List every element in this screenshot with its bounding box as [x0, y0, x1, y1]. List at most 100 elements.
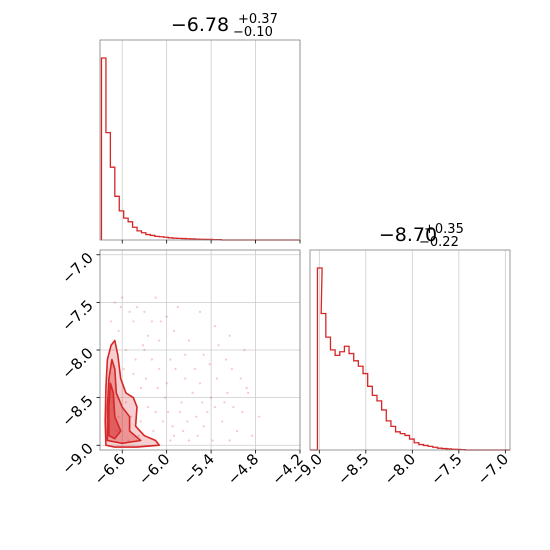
scatter-point [147, 334, 150, 337]
scatter-point [202, 425, 205, 428]
scatter-point [143, 310, 146, 314]
scatter-point [158, 339, 161, 342]
scatter-point [171, 425, 174, 428]
scatter-point [178, 410, 182, 414]
scatter-point [132, 372, 135, 375]
scatter-point [198, 382, 202, 385]
scatter-point [144, 377, 148, 380]
scatter-point [176, 306, 179, 309]
scatter-point [184, 353, 187, 356]
scatter-point [124, 348, 128, 352]
top-histogram-ticks [121, 240, 301, 244]
scatter-point [124, 401, 128, 404]
scatter-point [117, 415, 120, 418]
right-histogram-title: −8.70 [379, 224, 437, 246]
right-title-minus: −0.22 [419, 235, 459, 250]
scatter-point [150, 358, 153, 361]
scatter-point [196, 434, 199, 437]
scatter-point [152, 429, 155, 433]
scatter-point [139, 386, 142, 390]
scatter-point [156, 386, 159, 390]
right-title-main: −8.70 [379, 224, 437, 246]
scatter-point [198, 310, 202, 314]
scatter-point [224, 358, 228, 361]
scatter-point [201, 401, 204, 404]
top-histogram-panel: −6.78 +0.37 −0.10 [99, 12, 301, 244]
scatter-point [210, 396, 213, 399]
scatter-point [174, 367, 177, 371]
scatter-point [135, 306, 139, 309]
scatter-point [213, 406, 216, 409]
scatter-point [247, 391, 250, 394]
scatter-point [180, 401, 183, 404]
top-histogram-grid [121, 40, 301, 240]
scatter-point [134, 358, 137, 361]
right-histogram-grid [318, 250, 506, 450]
top-title-plus: +0.37 [238, 12, 278, 27]
scatter-point [217, 344, 220, 347]
scatter-point [195, 415, 198, 418]
scatter-point [147, 406, 150, 409]
scatter-point [161, 420, 165, 423]
scatter-point [193, 367, 196, 371]
scatter-point [215, 377, 219, 380]
scatter-point [211, 439, 214, 442]
scatter-point [181, 429, 185, 433]
scatter-point [169, 439, 172, 442]
top-title-minus: −0.10 [233, 25, 273, 40]
top-histogram-title: −6.78 [171, 14, 229, 36]
scatter-point [165, 315, 168, 318]
scatter-point [228, 334, 231, 337]
scatter-point [137, 434, 140, 437]
scatter-point [235, 429, 239, 433]
scatter-point [154, 296, 157, 299]
scatter-point [117, 329, 120, 333]
scatter-point [187, 439, 190, 442]
top-histogram-frame [99, 39, 301, 241]
top-histogram-series [100, 57, 300, 241]
scatter-point [110, 320, 113, 323]
scatter-point [258, 415, 261, 418]
scatter-point [167, 410, 170, 414]
joint-x-ticks: −6.6 −6.0 −5.4 −4.8 −4.2 [91, 450, 307, 489]
scatter-point [187, 339, 190, 342]
scatter-point [206, 410, 209, 414]
right-histogram-frame [309, 249, 511, 451]
scatter-point [191, 391, 194, 394]
scatter-point [143, 348, 146, 352]
contour-level [108, 382, 122, 440]
scatter-point [159, 320, 162, 323]
scatter-point [239, 377, 242, 380]
scatter-point [165, 382, 168, 385]
scatter-point [119, 306, 122, 309]
scatter-point [202, 353, 205, 356]
scatter-point [172, 329, 176, 333]
scatter-point [223, 401, 226, 404]
scatter-point [241, 410, 244, 414]
scatter-point [245, 386, 248, 390]
scatter-point [158, 367, 161, 371]
scatter-point [208, 363, 211, 366]
joint-scatter [110, 296, 261, 442]
scatter-point [127, 439, 130, 442]
scatter-point [154, 410, 157, 414]
scatter-point [130, 415, 133, 418]
scatter-point [169, 358, 172, 361]
scatter-point [150, 320, 153, 323]
scatter-point [230, 367, 233, 371]
scatter-point [228, 439, 231, 442]
scatter-point [132, 320, 135, 323]
scatter-point [121, 296, 124, 299]
scatter-point [213, 325, 216, 328]
scatter-point [226, 391, 229, 394]
scatter-point [250, 434, 253, 437]
scatter-point [139, 420, 142, 423]
scatter-point [164, 396, 167, 399]
scatter-point [184, 377, 187, 380]
top-title-main: −6.78 [171, 14, 229, 36]
scatter-point [141, 344, 145, 347]
right-histogram-series [310, 267, 510, 451]
scatter-point [122, 367, 125, 371]
